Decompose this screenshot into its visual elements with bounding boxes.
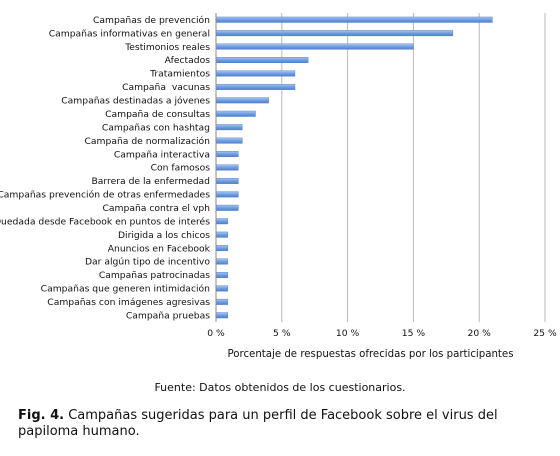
category-label: Tratamientos <box>149 69 210 80</box>
bar <box>215 245 229 252</box>
bar <box>215 204 239 211</box>
bar <box>215 83 296 90</box>
bar <box>215 57 309 63</box>
bar <box>215 164 239 171</box>
bar-chart: Campañas de prevención Campañas informati… <box>0 13 557 360</box>
x-tick-labels: 0 % 5 % 10 % 15 % 20 % 25 % <box>207 328 557 339</box>
category-label: Campañas de prevención <box>93 15 210 26</box>
bar <box>215 285 229 292</box>
source-note: Fuente: Datos obtenidos de los cuestiona… <box>154 381 406 394</box>
category-label: Dar algún tipo de incentivo <box>85 257 210 268</box>
bar <box>215 110 256 117</box>
category-label: Quedada desde Facebook en puntos de inte… <box>0 216 210 227</box>
figure-caption-text: Campañas sugeridas para un perfil de Fac… <box>18 408 498 439</box>
bar <box>215 218 229 225</box>
bar <box>215 16 493 23</box>
category-label: Campaña vacunas <box>122 82 210 93</box>
category-label: Campaña interactiva <box>114 149 210 160</box>
x-tick-label: 25 % <box>533 328 557 339</box>
bar <box>215 124 243 131</box>
bar <box>215 97 269 104</box>
x-tick-label: 20 % <box>468 328 492 339</box>
category-labels: Campañas de prevención Campañas informati… <box>0 15 211 322</box>
bar <box>215 137 243 144</box>
category-label: Campañas que generen intimidación <box>41 284 210 295</box>
category-label: Afectados <box>165 55 211 66</box>
category-label: Campaña contra el vph <box>103 203 211 214</box>
bar <box>215 298 229 305</box>
bar <box>215 30 454 37</box>
x-axis-title: Porcentaje de respuestas ofrecidas por l… <box>227 349 513 360</box>
category-label: Campañas con imágenes agresivas <box>47 297 210 308</box>
x-tick-label: 10 % <box>336 328 360 339</box>
bar <box>215 258 229 265</box>
x-tick-label: 15 % <box>402 328 426 339</box>
gridlines <box>281 13 546 322</box>
category-label: Dirigida a los chicos <box>118 230 210 241</box>
category-label: Campaña de consultas <box>105 109 210 120</box>
category-label: Campaña de normalización <box>85 136 211 147</box>
category-label: Testimonios reales <box>124 42 210 53</box>
x-tick-label: 5 % <box>273 328 291 339</box>
category-label: Con famosos <box>151 163 211 174</box>
bar <box>215 312 229 319</box>
x-tick-label: 0 % <box>207 328 225 339</box>
category-label: Campañas patrocinadas <box>99 270 210 281</box>
category-label: Campañas prevención de otras enfermedade… <box>0 190 210 201</box>
category-label: Anuncios en Facebook <box>108 243 211 254</box>
figure-caption: Fig. 4. Campañas sugeridas para un perfi… <box>18 408 548 440</box>
category-label: Campañas con hashtag <box>102 122 210 133</box>
bar <box>215 43 414 50</box>
figure-caption-label: Fig. 4. <box>18 408 65 423</box>
category-label: Barrera de la enfermedad <box>92 176 211 187</box>
bar <box>215 151 239 158</box>
bar <box>215 70 296 77</box>
category-label: Campañas destinadas a jóvenes <box>61 96 210 107</box>
bar <box>215 272 229 278</box>
bar <box>215 191 239 198</box>
category-label: Campañas informativas en general <box>49 28 210 39</box>
category-label: Campaña pruebas <box>126 310 210 321</box>
bar <box>215 231 229 238</box>
bars <box>215 16 493 319</box>
bar <box>215 177 239 184</box>
